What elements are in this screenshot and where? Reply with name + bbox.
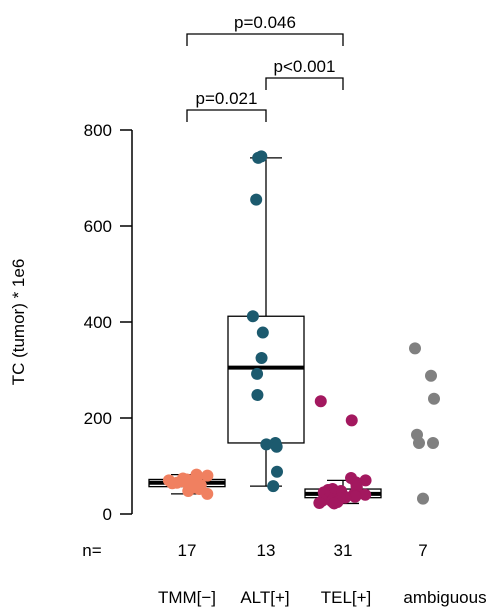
y-tick-label: 800 <box>84 121 112 140</box>
data-point <box>348 490 361 503</box>
data-point <box>246 310 259 323</box>
data-point <box>270 440 283 453</box>
data-point <box>428 392 440 405</box>
p-value-label: p=0.046 <box>234 13 296 32</box>
data-point <box>425 369 437 382</box>
data-point <box>251 388 264 401</box>
data-point <box>176 472 189 485</box>
y-tick-label: 0 <box>103 505 112 524</box>
data-point <box>250 193 263 206</box>
points-3 <box>409 342 440 505</box>
y-tick-label: 400 <box>84 313 112 332</box>
data-point <box>256 326 269 339</box>
count-label: 31 <box>334 541 353 560</box>
points-2 <box>313 395 372 510</box>
data-point <box>251 367 264 380</box>
category-label: ALT[+] <box>240 588 289 607</box>
category-label: ambiguous <box>403 588 486 607</box>
data-point <box>267 480 280 493</box>
bracket-0: p=0.021 <box>186 89 267 122</box>
data-point <box>201 469 214 482</box>
data-point <box>162 474 175 487</box>
boxplot-1 <box>227 157 305 487</box>
data-point <box>328 497 341 510</box>
bracket-line <box>265 77 344 90</box>
category-label: TEL[+] <box>321 588 372 607</box>
p-value-label: p=0.021 <box>196 89 258 108</box>
y-tick-label: 600 <box>84 217 112 236</box>
data-point <box>260 438 273 451</box>
n-label: n= <box>82 541 101 560</box>
count-label: 13 <box>257 541 276 560</box>
p-value-label: p<0.001 <box>274 57 336 76</box>
bracket-line <box>186 109 267 122</box>
count-label: 17 <box>178 541 197 560</box>
bracket-line <box>186 33 344 46</box>
data-point <box>427 436 439 449</box>
data-point <box>345 414 358 427</box>
bracket-2: p=0.046 <box>186 13 344 46</box>
significance-brackets: p=0.021 p<0.001 p=0.046 <box>186 13 344 122</box>
data-point <box>359 488 372 501</box>
points-0 <box>162 468 214 500</box>
data-point <box>314 395 327 408</box>
data-points <box>162 150 440 510</box>
data-point <box>252 151 265 164</box>
y-axis-label: TC (tumor) * 1e6 <box>9 259 28 386</box>
data-point <box>417 492 429 505</box>
category-label: TMM[−] <box>158 588 216 607</box>
data-point <box>190 468 203 481</box>
data-point <box>413 436 425 449</box>
y-axis: 0 200 400 600 800 <box>84 121 133 524</box>
data-point <box>313 496 326 509</box>
bracket-1: p<0.001 <box>265 57 344 90</box>
category-labels: 17 13 31 7 TMM[−] ALT[+] TEL[+] ambiguous <box>158 541 487 607</box>
data-point <box>409 342 421 355</box>
data-point <box>255 352 268 364</box>
count-label: 7 <box>418 541 427 560</box>
data-point <box>271 465 284 478</box>
points-1 <box>246 150 284 493</box>
y-tick-label: 200 <box>84 409 112 428</box>
